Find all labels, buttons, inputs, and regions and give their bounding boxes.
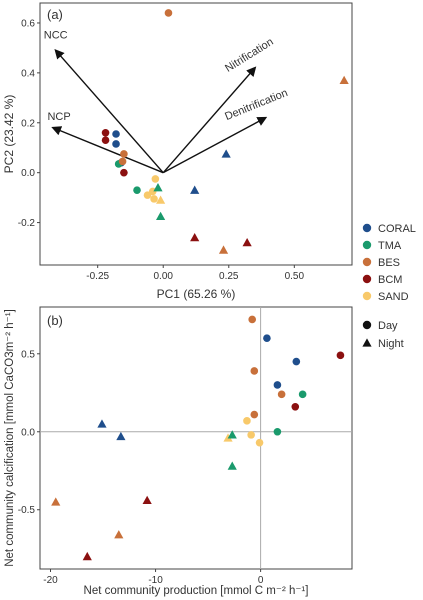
loading-arrow-ncp — [51, 126, 164, 174]
loading-arrow-label: NCC — [44, 29, 68, 41]
panel-b-y-axis-title: Net community calcification [mmol CaCO3m… — [4, 309, 16, 567]
legend-label: BES — [378, 257, 400, 269]
data-point — [150, 195, 158, 203]
panel-a-points — [101, 9, 349, 254]
data-point — [120, 168, 128, 177]
data-point — [143, 191, 152, 199]
panel-b: (b) -20 -10 0 -0.5 0.0 0.5 Net community prod… — [4, 306, 353, 597]
panel-b-x-axis-title: Net community production [mmol C m⁻² h⁻¹… — [84, 585, 309, 597]
data-point — [242, 237, 252, 247]
data-point — [156, 195, 166, 204]
panel-b-y-tick-label: 0.0 — [21, 427, 35, 438]
data-point — [101, 136, 110, 145]
panel-b-reference-lines — [40, 307, 352, 569]
data-point — [51, 497, 61, 506]
legend-marker-coral — [362, 223, 372, 233]
loading-arrow-nitrification — [162, 66, 257, 174]
loading-arrow-label: NCP — [47, 111, 70, 123]
legend-marker-tma — [362, 240, 372, 250]
panel-a-y-tick-label: 0.2 — [21, 118, 35, 129]
panel-b-x-tick-label: -20 — [43, 575, 58, 586]
legend-label: Day — [378, 320, 398, 332]
data-point — [273, 381, 282, 389]
legend-label: SAND — [378, 291, 409, 303]
data-point — [151, 175, 160, 183]
panel-a: (a) -0.25 0.00 0.25 0.50 -0.2 0.0 0.2 0.4 0.6 NC… — [2, 2, 353, 301]
data-point — [247, 431, 255, 439]
panel-a-x-tick-label: 0.25 — [219, 271, 239, 282]
data-point — [250, 367, 259, 375]
data-point — [255, 438, 264, 447]
data-point — [153, 183, 163, 192]
data-point — [133, 186, 141, 194]
legend-label: CORAL — [378, 223, 416, 235]
data-point — [339, 75, 349, 85]
legend-label: TMA — [378, 240, 402, 252]
data-point — [291, 403, 300, 411]
legend: CORAL TMA BES BCM SAND Day Night — [362, 223, 416, 350]
data-point — [112, 130, 120, 138]
data-point — [190, 185, 200, 194]
data-point — [116, 431, 126, 441]
data-point — [273, 427, 282, 436]
panel-a-x-tick-label: 0.00 — [153, 271, 173, 282]
panel-a-y-axis-title: PC2 (23.42 %) — [2, 95, 16, 174]
panel-b-x-tick-label: -10 — [148, 575, 163, 586]
data-point — [336, 351, 345, 360]
loading-arrow-label: Nitrification — [223, 36, 275, 75]
data-point — [292, 357, 301, 366]
loading-arrow-denitrification — [162, 116, 268, 174]
data-point — [298, 390, 307, 399]
legend-marker-bcm — [362, 274, 372, 284]
panel-a-y-tick-label: 0.4 — [21, 68, 35, 79]
data-point — [248, 315, 257, 324]
data-point — [190, 232, 200, 242]
panel-a-ticks: -0.25 0.00 0.25 0.50 -0.2 0.0 0.2 0.4 0.6 — [18, 18, 305, 282]
panel-b-label: (b) — [47, 313, 63, 328]
panel-a-y-tick-label: -0.2 — [18, 218, 36, 229]
data-point — [142, 495, 152, 505]
panel-a-label: (a) — [47, 7, 63, 22]
data-point — [164, 9, 173, 17]
legend-marker-day — [362, 320, 372, 330]
data-point — [263, 334, 271, 342]
legend-marker-bes — [362, 257, 372, 267]
panel-a-x-tick-label: 0.50 — [285, 271, 305, 282]
data-point — [82, 551, 92, 561]
loading-arrow-ncc — [54, 48, 164, 174]
legend-label: Night — [378, 338, 404, 350]
data-point — [118, 157, 127, 166]
data-point — [218, 245, 229, 254]
panel-b-ticks: -20 -10 0 -0.5 0.0 0.5 — [18, 349, 264, 586]
data-point — [223, 433, 233, 442]
data-point — [114, 530, 124, 539]
legend-label: BCM — [378, 274, 402, 286]
data-point — [156, 211, 166, 221]
panel-a-x-axis-title: PC1 (65.26 %) — [157, 287, 236, 301]
data-point — [227, 461, 237, 470]
legend-marker-night — [362, 338, 372, 347]
panel-b-y-tick-label: 0.5 — [21, 349, 35, 360]
panel-b-y-tick-label: -0.5 — [18, 505, 36, 516]
data-point — [101, 128, 110, 137]
panel-b-points — [51, 315, 345, 561]
panel-a-frame — [39, 2, 353, 266]
data-point — [227, 430, 237, 439]
data-point — [221, 149, 231, 158]
panel-b-x-tick-label: 0 — [258, 575, 264, 586]
panel-b-frame — [39, 306, 353, 570]
data-point — [250, 410, 259, 419]
panel-a-y-tick-label: 0.0 — [21, 168, 35, 179]
data-point — [243, 417, 251, 425]
data-point — [120, 150, 128, 158]
panel-a-x-tick-label: -0.25 — [86, 271, 109, 282]
data-point — [277, 390, 286, 399]
data-point — [112, 140, 120, 148]
panel-a-y-tick-label: 0.6 — [21, 18, 35, 29]
data-point — [97, 419, 107, 428]
legend-marker-sand — [362, 291, 372, 301]
